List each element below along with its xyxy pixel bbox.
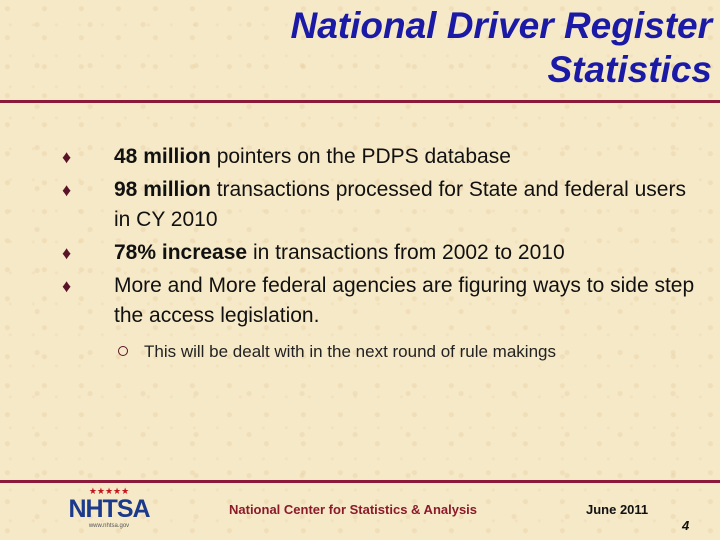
sub-bullet-item: This will be dealt with in the next roun…: [62, 341, 702, 363]
slide-title-line2: Statistics: [547, 49, 712, 90]
title-divider: [0, 100, 720, 103]
sub-bullet-text: This will be dealt with in the next roun…: [144, 342, 556, 361]
circle-bullet-icon: [118, 346, 128, 356]
page-number: 4: [682, 518, 690, 533]
footer-divider: [0, 480, 720, 483]
logo-url: www.nhtsa.gov: [88, 523, 130, 529]
slide-title: National Driver Register Statistics: [92, 4, 712, 92]
bullet-bold-text: 48 million: [114, 145, 211, 168]
bullet-item: ♦ 48 million pointers on the PDPS databas…: [62, 142, 702, 172]
footer-date: June 2011: [586, 502, 649, 517]
bullet-text: More and More federal agencies are figur…: [114, 274, 695, 327]
bullet-text: pointers on the PDPS database: [210, 145, 511, 168]
bullet-item: ♦ More and More federal agencies are figu…: [62, 271, 702, 331]
bullet-item: ♦ 98 million transactions processed for S…: [62, 175, 702, 235]
diamond-bullet-icon: ♦: [62, 180, 72, 200]
diamond-bullet-icon: ♦: [62, 243, 72, 263]
bullet-item: ♦ 78% increase in transactions from 2002 …: [62, 238, 702, 268]
bullet-text: in transactions from 2002 to 2010: [247, 241, 565, 264]
slide-title-line1: National Driver Register: [290, 5, 712, 46]
diamond-bullet-icon: ♦: [62, 147, 72, 167]
logo-text: NHTSA: [68, 495, 150, 523]
nhtsa-logo: ★★★★★ NHTSA www.nhtsa.gov: [66, 486, 152, 536]
logo-stars-icon: ★★★★★: [88, 486, 130, 496]
bullet-bold-text: 78% increase: [114, 241, 248, 264]
bullet-bold-text: 98 million: [114, 178, 211, 201]
bullet-list: ♦ 48 million pointers on the PDPS databas…: [62, 142, 702, 380]
bullet-text: transactions processed for State and fed…: [114, 178, 686, 231]
footer-org-name: National Center for Statistics & Analysi…: [229, 502, 478, 517]
diamond-bullet-icon: ♦: [62, 276, 72, 296]
